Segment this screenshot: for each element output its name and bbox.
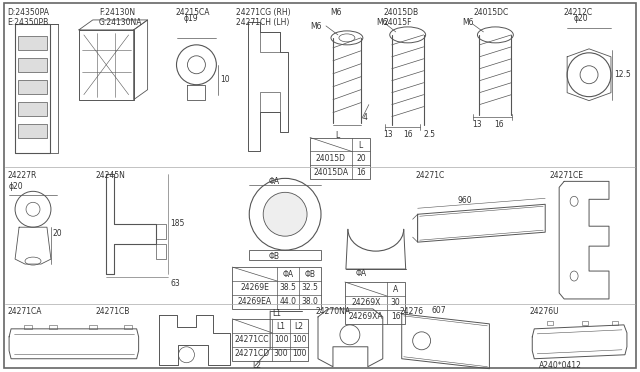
Text: M6: M6 bbox=[310, 22, 321, 31]
Text: ϕ20: ϕ20 bbox=[9, 182, 24, 191]
Bar bbox=[345, 282, 404, 324]
Bar bbox=[156, 244, 166, 259]
Text: ΦA: ΦA bbox=[356, 269, 367, 278]
Text: 24269E: 24269E bbox=[240, 283, 269, 292]
Bar bbox=[49, 325, 57, 329]
Bar bbox=[260, 32, 280, 52]
Text: ϕ19: ϕ19 bbox=[184, 14, 198, 23]
Text: 100: 100 bbox=[292, 349, 307, 358]
Text: 16: 16 bbox=[356, 168, 365, 177]
Text: 24245N: 24245N bbox=[96, 171, 125, 180]
Text: M6: M6 bbox=[463, 18, 474, 27]
Text: L: L bbox=[359, 141, 363, 150]
Text: 24271CB: 24271CB bbox=[96, 307, 130, 316]
Text: 24271C: 24271C bbox=[415, 171, 445, 180]
Text: 13: 13 bbox=[472, 119, 482, 129]
Text: L1: L1 bbox=[272, 309, 281, 318]
Text: L2: L2 bbox=[252, 361, 261, 370]
Text: ΦA: ΦA bbox=[282, 270, 294, 279]
Bar bbox=[24, 325, 32, 329]
Bar bbox=[249, 250, 321, 260]
Text: 16: 16 bbox=[494, 119, 504, 129]
Text: 24276U: 24276U bbox=[529, 307, 559, 316]
Text: ϕ20: ϕ20 bbox=[574, 14, 589, 23]
Text: 24227R: 24227R bbox=[7, 171, 36, 180]
Text: A: A bbox=[393, 285, 398, 294]
Bar bbox=[232, 267, 321, 309]
Text: 24015DA: 24015DA bbox=[314, 168, 349, 177]
Text: 13: 13 bbox=[383, 129, 392, 138]
Text: 24015DC: 24015DC bbox=[474, 8, 509, 17]
Text: 20: 20 bbox=[53, 229, 63, 238]
Bar bbox=[89, 325, 97, 329]
Bar bbox=[232, 319, 308, 361]
Text: 38.5: 38.5 bbox=[280, 283, 296, 292]
Text: 32.5: 32.5 bbox=[301, 283, 319, 292]
Text: 24269EA: 24269EA bbox=[237, 298, 272, 307]
Text: 24015D: 24015D bbox=[316, 154, 346, 163]
Bar bbox=[547, 321, 553, 325]
Bar bbox=[18, 102, 47, 116]
Text: 4: 4 bbox=[363, 113, 368, 122]
Text: 20: 20 bbox=[356, 154, 365, 163]
Bar bbox=[18, 36, 47, 50]
Text: F:24130N
G:24130NA: F:24130N G:24130NA bbox=[99, 8, 142, 28]
Text: 24212C: 24212C bbox=[563, 8, 592, 17]
Text: 2.5: 2.5 bbox=[424, 129, 436, 138]
Text: 38.0: 38.0 bbox=[301, 298, 319, 307]
Text: 300: 300 bbox=[274, 349, 289, 358]
Text: 24270NA: 24270NA bbox=[315, 307, 350, 316]
Text: 960: 960 bbox=[458, 196, 472, 205]
Text: 24269X: 24269X bbox=[351, 298, 381, 307]
Text: 63: 63 bbox=[170, 279, 180, 288]
Text: D:24350PA
E:24350PB: D:24350PA E:24350PB bbox=[7, 8, 49, 28]
Text: 30: 30 bbox=[391, 298, 401, 307]
Text: 10: 10 bbox=[220, 75, 230, 84]
Bar bbox=[582, 321, 588, 325]
Text: ΦA: ΦA bbox=[268, 177, 279, 186]
Text: 24015DB
24015F: 24015DB 24015F bbox=[384, 8, 419, 28]
Text: 100: 100 bbox=[274, 335, 289, 344]
Bar bbox=[18, 80, 47, 94]
Text: 16: 16 bbox=[391, 312, 401, 321]
Text: 24271CC: 24271CC bbox=[235, 335, 269, 344]
Text: L2: L2 bbox=[294, 322, 303, 331]
Text: A240*0412: A240*0412 bbox=[540, 361, 582, 370]
Text: L: L bbox=[335, 131, 339, 140]
Bar bbox=[260, 92, 280, 112]
Text: 24271CD: 24271CD bbox=[235, 349, 270, 358]
Text: 185: 185 bbox=[170, 219, 185, 228]
Text: 24269XA: 24269XA bbox=[349, 312, 383, 321]
Text: 607: 607 bbox=[431, 306, 446, 315]
Text: 24271CA: 24271CA bbox=[7, 307, 42, 316]
Ellipse shape bbox=[263, 192, 307, 236]
Text: 44.0: 44.0 bbox=[280, 298, 296, 307]
Bar bbox=[124, 325, 132, 329]
Text: 24271CG (RH)
24271CH (LH): 24271CG (RH) 24271CH (LH) bbox=[236, 8, 291, 28]
Bar bbox=[612, 321, 618, 325]
Text: M6: M6 bbox=[330, 8, 342, 17]
Text: L1: L1 bbox=[276, 322, 285, 331]
Text: 16: 16 bbox=[403, 129, 412, 138]
Text: ΦB: ΦB bbox=[268, 252, 279, 261]
Bar bbox=[156, 224, 166, 239]
Text: 100: 100 bbox=[292, 335, 307, 344]
Text: M6: M6 bbox=[376, 18, 387, 27]
Text: 12.5: 12.5 bbox=[614, 70, 630, 79]
Bar bbox=[18, 58, 47, 72]
Text: 24215CA: 24215CA bbox=[175, 8, 210, 17]
Text: ΦB: ΦB bbox=[305, 270, 316, 279]
Text: 24271CE: 24271CE bbox=[549, 171, 583, 180]
Bar bbox=[310, 138, 370, 179]
Text: 24276: 24276 bbox=[400, 307, 424, 316]
Bar bbox=[18, 124, 47, 138]
